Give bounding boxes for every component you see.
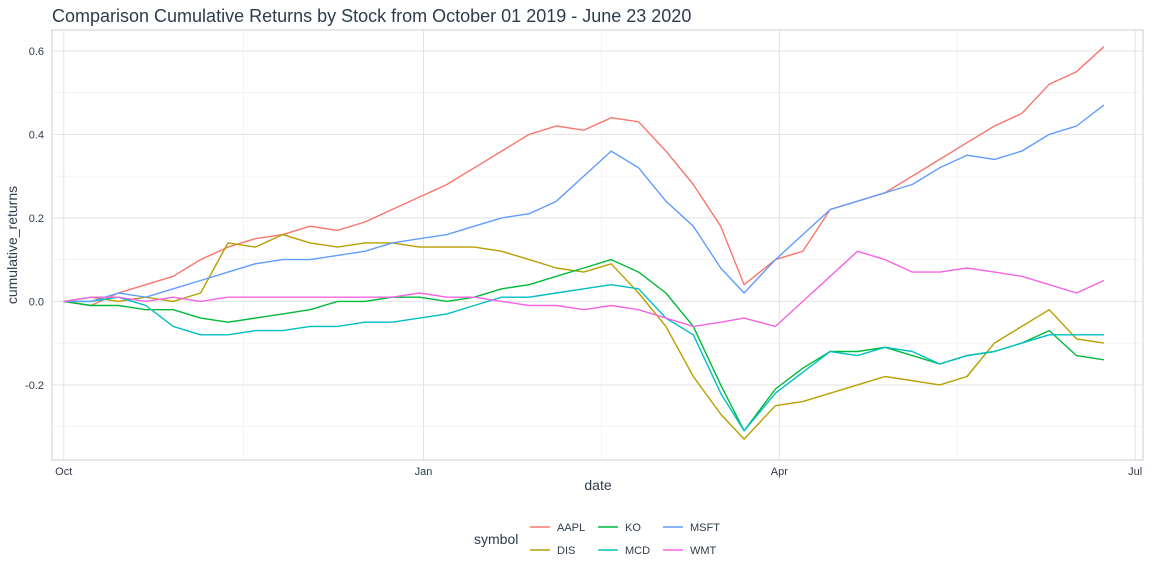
legend-label: KO bbox=[625, 522, 641, 534]
y-tick-label: 0.2 bbox=[29, 213, 44, 225]
series-line-dis bbox=[63, 233, 1105, 440]
legend-label: DIS bbox=[557, 545, 575, 557]
legend-item-wmt: WMT bbox=[663, 545, 717, 557]
legend-label: AAPL bbox=[557, 522, 585, 534]
y-tick-label: -0.2 bbox=[25, 380, 44, 392]
series-layer bbox=[63, 46, 1105, 440]
y-axis: -0.2 0.0 0.2 0.4 0.6 bbox=[25, 46, 44, 392]
y-tick-label: 0.6 bbox=[29, 46, 44, 58]
legend-title: symbol bbox=[474, 531, 518, 547]
x-axis-title: date bbox=[584, 477, 611, 493]
legend-item-aapl: AAPL bbox=[530, 522, 585, 534]
series-line-ko bbox=[63, 258, 1105, 432]
x-tick-label: Oct bbox=[55, 466, 72, 478]
chart-title: Comparison Cumulative Returns by Stock f… bbox=[52, 6, 691, 26]
legend: symbol AAPL DIS KO MCD MSFT WMT bbox=[474, 522, 720, 557]
plot-panel bbox=[51, 29, 1144, 461]
legend-label: MCD bbox=[625, 545, 650, 557]
legend-item-msft: MSFT bbox=[663, 522, 720, 534]
x-axis: Oct Jan Apr Jul bbox=[55, 466, 1142, 478]
y-axis-title: cumulative_returns bbox=[4, 186, 20, 304]
y-tick-label: 0.0 bbox=[29, 296, 44, 308]
legend-item-mcd: MCD bbox=[598, 545, 650, 557]
legend-item-dis: DIS bbox=[530, 545, 575, 557]
legend-item-ko: KO bbox=[598, 522, 641, 534]
legend-label: MSFT bbox=[690, 522, 720, 534]
legend-label: WMT bbox=[690, 545, 717, 557]
series-line-msft bbox=[63, 104, 1105, 303]
x-tick-label: Jul bbox=[1128, 466, 1142, 478]
series-line-mcd bbox=[63, 284, 1104, 432]
plot-area bbox=[51, 29, 1144, 461]
x-tick-label: Jan bbox=[415, 466, 433, 478]
legend-items: AAPL DIS KO MCD MSFT WMT bbox=[530, 522, 720, 557]
series-line-wmt bbox=[63, 250, 1105, 328]
x-tick-label: Apr bbox=[771, 466, 788, 478]
grid bbox=[52, 30, 1143, 460]
y-tick-label: 0.4 bbox=[29, 129, 44, 141]
